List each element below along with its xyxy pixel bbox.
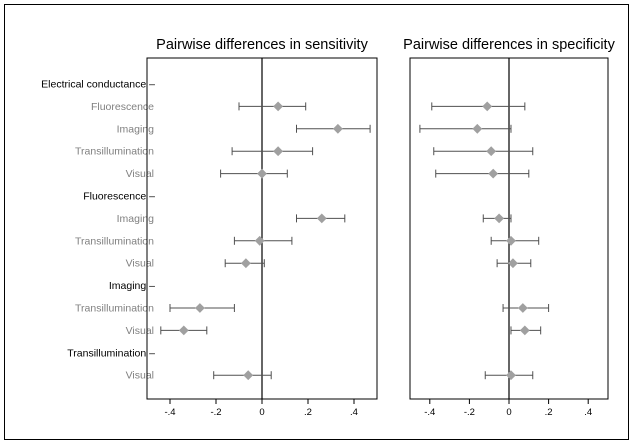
group-label: Imaging – <box>109 280 155 292</box>
ci-row <box>169 303 235 313</box>
point-estimate-marker <box>240 258 251 269</box>
point-estimate-marker <box>506 235 516 246</box>
panel-sensitivity-title: Pairwise differences in sensitivity <box>156 37 368 53</box>
ci-row <box>419 123 512 134</box>
point-estimate-marker <box>273 146 284 157</box>
x-tick-label: 0 <box>506 407 511 418</box>
ci-row <box>213 370 272 381</box>
x-tick-label: 0 <box>259 407 264 418</box>
comparison-label: Transillumination <box>75 146 154 158</box>
x-tick-label: .2 <box>545 407 553 418</box>
point-estimate-marker <box>519 325 530 336</box>
x-tick-label: -.2 <box>464 407 475 418</box>
point-estimate-marker <box>243 370 254 381</box>
x-tick-label: -.4 <box>164 407 175 418</box>
point-estimate-marker <box>472 123 483 134</box>
ci-row <box>484 370 534 381</box>
ci-row <box>435 168 530 179</box>
ci-row <box>431 101 526 112</box>
ci-row <box>482 213 512 224</box>
x-tick-label: .2 <box>304 407 312 418</box>
ci-row <box>231 146 314 157</box>
panel-sensitivity: Pairwise differences in sensitivity -.4 -… <box>146 37 378 418</box>
point-estimate-marker <box>316 213 327 224</box>
comparison-label: Visual <box>126 325 154 337</box>
panel-specificity-title: Pairwise differences in specificity <box>403 37 615 53</box>
x-tick-label: .4 <box>350 407 358 418</box>
point-estimate-marker <box>194 303 205 313</box>
ci-row <box>296 123 371 134</box>
ci-row <box>160 325 208 336</box>
ci-row <box>433 146 534 157</box>
x-tick-label: .4 <box>584 407 592 418</box>
comparison-label: Imaging <box>117 213 155 225</box>
panel-specificity: Pairwise differences in specificity -.4 -… <box>403 37 615 418</box>
ci-row <box>490 235 540 246</box>
point-estimate-marker <box>178 325 189 336</box>
comparison-label: Visual <box>126 258 154 270</box>
point-estimate-marker <box>494 213 505 224</box>
comparison-label: Fluorescence <box>91 101 154 113</box>
ci-row <box>233 235 293 246</box>
ci-row <box>510 325 542 336</box>
ci-row <box>502 303 550 313</box>
ci-row <box>296 213 346 224</box>
x-tick-label: -.2 <box>210 407 221 418</box>
ci-row <box>496 258 532 269</box>
comparison-label: Visual <box>126 370 154 382</box>
ci-row <box>224 258 265 269</box>
point-estimate-marker <box>506 370 516 381</box>
group-label: Transillumination – <box>67 347 155 359</box>
point-estimate-marker <box>257 168 267 179</box>
point-estimate-marker <box>273 101 284 112</box>
comparison-label: Imaging <box>117 123 155 135</box>
comparison-label: Transillumination <box>75 235 154 247</box>
ci-row <box>238 101 307 112</box>
point-estimate-marker <box>508 258 518 269</box>
comparison-label: Transillumination <box>75 303 154 315</box>
point-estimate-marker <box>332 123 343 134</box>
x-tick-label: -.4 <box>424 407 435 418</box>
row-labels: Electrical conductance – Fluorescence Imag… <box>41 79 155 382</box>
group-label: Fluorescence – <box>83 191 155 203</box>
comparison-label: Visual <box>126 168 154 180</box>
point-estimate-marker <box>517 303 528 313</box>
point-estimate-marker <box>488 168 499 179</box>
point-estimate-marker <box>254 235 265 246</box>
ci-row <box>220 168 288 179</box>
group-label: Electrical conductance – <box>41 79 155 91</box>
point-estimate-marker <box>482 101 493 112</box>
point-estimate-marker <box>486 146 497 157</box>
